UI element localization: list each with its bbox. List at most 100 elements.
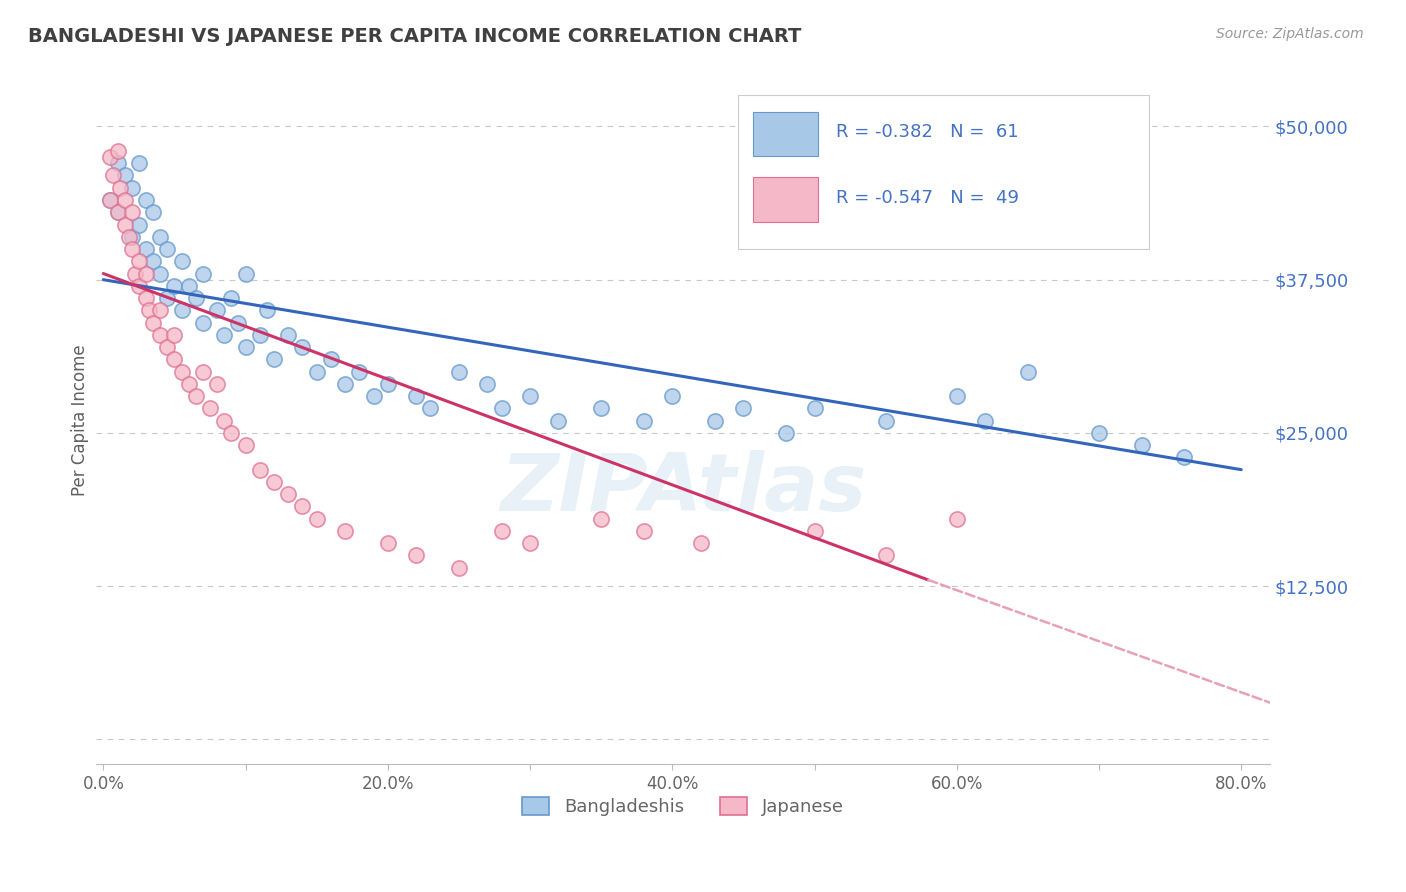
Point xyxy=(142,205,165,219)
Point xyxy=(591,511,613,525)
Point xyxy=(142,254,165,268)
Point xyxy=(191,316,214,330)
Point xyxy=(128,156,150,170)
Point xyxy=(974,414,997,428)
Point xyxy=(333,524,356,538)
Point xyxy=(1130,438,1153,452)
Point xyxy=(110,180,132,194)
Point xyxy=(124,267,146,281)
FancyBboxPatch shape xyxy=(738,95,1149,249)
Point xyxy=(419,401,441,416)
Point xyxy=(405,389,427,403)
Point xyxy=(689,536,711,550)
Point xyxy=(633,524,655,538)
Point xyxy=(291,340,314,354)
Point xyxy=(875,549,897,563)
Point xyxy=(191,365,214,379)
Point xyxy=(107,205,129,219)
Point xyxy=(118,229,141,244)
Text: R = -0.547   N =  49: R = -0.547 N = 49 xyxy=(835,188,1018,207)
Point xyxy=(277,327,299,342)
Point xyxy=(212,327,235,342)
Point xyxy=(170,254,193,268)
Point xyxy=(135,267,157,281)
Point xyxy=(945,511,967,525)
Point xyxy=(184,291,207,305)
Point xyxy=(100,193,122,207)
Point xyxy=(263,352,285,367)
Point xyxy=(228,316,250,330)
Point xyxy=(149,327,172,342)
Point xyxy=(184,389,207,403)
Point xyxy=(107,205,129,219)
Point xyxy=(875,414,897,428)
Point xyxy=(114,218,136,232)
Point xyxy=(263,475,285,489)
Point xyxy=(704,414,727,428)
Point xyxy=(633,414,655,428)
Point xyxy=(114,193,136,207)
Point xyxy=(163,327,186,342)
Point xyxy=(235,267,257,281)
Point xyxy=(156,340,179,354)
Point xyxy=(177,278,200,293)
Point xyxy=(121,180,143,194)
Point xyxy=(205,376,228,391)
Point xyxy=(156,291,179,305)
Point xyxy=(333,376,356,391)
Point xyxy=(235,340,257,354)
Point xyxy=(163,278,186,293)
Point xyxy=(349,365,371,379)
Point xyxy=(291,500,314,514)
Point xyxy=(305,511,328,525)
Point xyxy=(191,267,214,281)
Point xyxy=(135,291,157,305)
Point xyxy=(149,303,172,318)
Legend: Bangladeshis, Japanese: Bangladeshis, Japanese xyxy=(515,789,851,823)
Point xyxy=(156,242,179,256)
Point xyxy=(249,327,271,342)
Point xyxy=(305,365,328,379)
Point xyxy=(405,549,427,563)
Point xyxy=(103,169,125,183)
Point xyxy=(733,401,755,416)
Point xyxy=(319,352,342,367)
Point xyxy=(221,291,243,305)
Text: BANGLADESHI VS JAPANESE PER CAPITA INCOME CORRELATION CHART: BANGLADESHI VS JAPANESE PER CAPITA INCOM… xyxy=(28,27,801,45)
Point xyxy=(128,218,150,232)
Point xyxy=(363,389,385,403)
Point xyxy=(491,524,513,538)
Point xyxy=(547,414,569,428)
Point xyxy=(1017,365,1039,379)
Point xyxy=(803,524,825,538)
Point xyxy=(377,536,399,550)
Point xyxy=(198,401,221,416)
Point xyxy=(107,144,129,158)
Point xyxy=(477,376,499,391)
Point xyxy=(447,365,470,379)
Point xyxy=(135,242,157,256)
Point xyxy=(128,254,150,268)
Point xyxy=(135,193,157,207)
Point xyxy=(114,169,136,183)
Point xyxy=(138,303,160,318)
Point xyxy=(256,303,278,318)
Point xyxy=(205,303,228,318)
Text: ZIPAtlas: ZIPAtlas xyxy=(501,450,866,528)
Text: Source: ZipAtlas.com: Source: ZipAtlas.com xyxy=(1216,27,1364,41)
Point xyxy=(149,267,172,281)
Point xyxy=(661,389,683,403)
Text: R = -0.382   N =  61: R = -0.382 N = 61 xyxy=(835,123,1018,141)
Point xyxy=(491,401,513,416)
Point xyxy=(163,352,186,367)
FancyBboxPatch shape xyxy=(754,112,818,156)
Point xyxy=(235,438,257,452)
Point xyxy=(447,560,470,574)
Point xyxy=(591,401,613,416)
Point xyxy=(1088,425,1111,440)
FancyBboxPatch shape xyxy=(754,177,818,221)
Point xyxy=(170,365,193,379)
Point xyxy=(100,193,122,207)
Point xyxy=(128,278,150,293)
Point xyxy=(149,229,172,244)
